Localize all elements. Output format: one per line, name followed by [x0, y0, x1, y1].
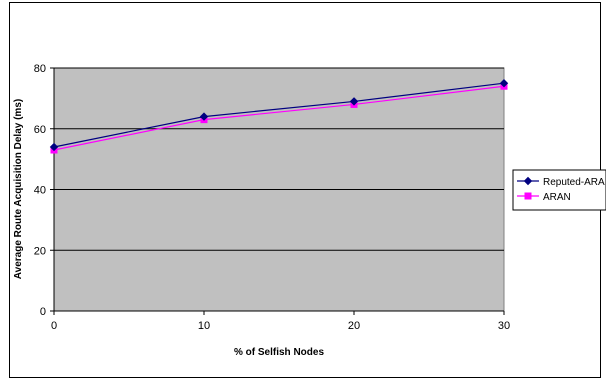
y-axis-title: Average Route Acquisition Delay (ms) — [13, 99, 24, 279]
x-axis-title: % of Selfish Nodes — [234, 347, 324, 358]
series-reputed-aran — [49, 78, 509, 152]
y-tick-label: 20 — [34, 245, 46, 257]
legend-marker — [524, 192, 532, 200]
series-group — [49, 78, 509, 154]
series-line — [53, 82, 505, 148]
y-tick-label: 60 — [34, 124, 46, 136]
gridlines — [54, 67, 504, 251]
x-tick-label: 10 — [198, 320, 210, 332]
y-tick-labels: 0 20 40 60 80 — [34, 63, 54, 318]
x-tick-label: 20 — [348, 320, 360, 332]
data-point — [199, 112, 209, 121]
y-tick-label: 40 — [34, 185, 46, 197]
legend-marker — [523, 176, 533, 186]
x-tick-labels: 0 10 20 30 — [51, 311, 510, 332]
y-tick-label: 80 — [34, 63, 46, 75]
y-tick-label: 0 — [40, 306, 46, 318]
x-tick-label: 0 — [51, 320, 57, 332]
legend: Reputed-ARAN ARAN — [512, 169, 606, 211]
legend-box — [512, 169, 606, 211]
series-line — [53, 85, 505, 151]
legend-label: Reputed-ARAN — [543, 177, 606, 188]
data-point — [349, 97, 359, 106]
x-tick-label: 30 — [498, 320, 510, 332]
data-point — [49, 142, 59, 152]
legend-label: ARAN — [543, 192, 571, 203]
data-point — [499, 78, 509, 88]
